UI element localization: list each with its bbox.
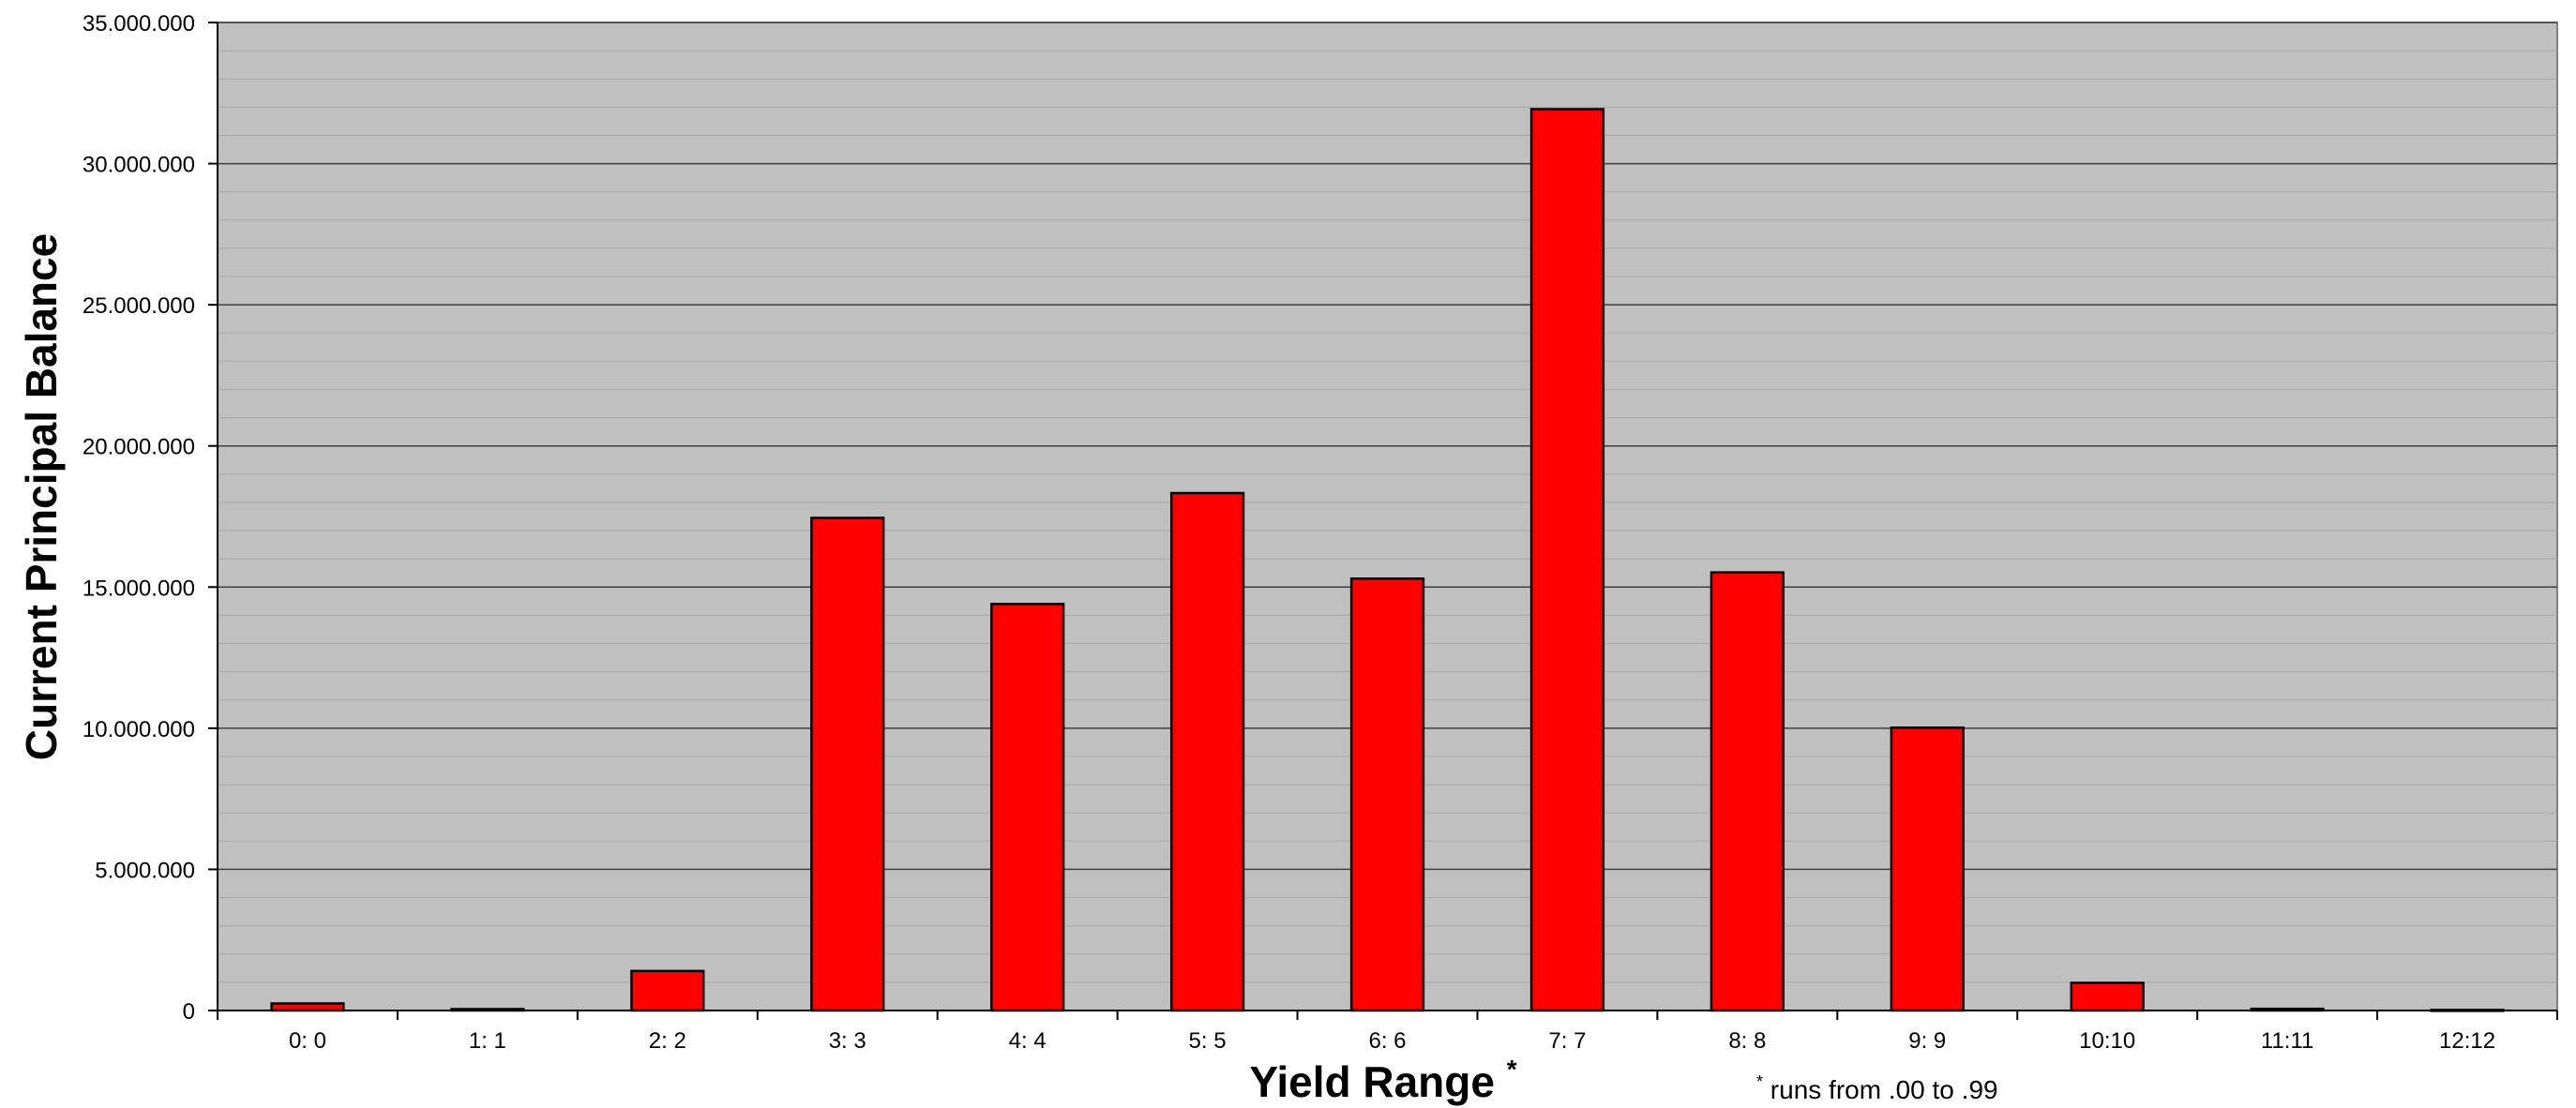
bar — [270, 1002, 345, 1012]
footnote-text: runs from .00 to .99 — [1770, 1075, 1998, 1104]
bar — [1169, 491, 1245, 1012]
x-tick-label: 9: 9 — [1908, 1028, 1946, 1054]
x-axis-title: Yield Range — [1249, 1057, 1495, 1106]
x-tick-label: 12:12 — [2439, 1028, 2495, 1054]
y-tick-label: 15.000.000 — [83, 576, 195, 601]
y-tick-label: 0 — [183, 999, 195, 1025]
footnote: * runs from .00 to .99 — [1756, 1064, 1998, 1104]
x-axis-ticks: 0: 0 1: 1 2: 2 3: 3 4: 4 5: 5 6: 6 7: 7 8: 8 9: 9… — [217, 1011, 2558, 1054]
x-axis-title-group: Yield Range * — [1249, 1055, 1516, 1106]
y-tick-label: 30.000.000 — [83, 153, 195, 178]
x-axis-title-marker: * — [1507, 1055, 1517, 1084]
y-tick-label: 35.000.000 — [83, 11, 195, 37]
x-tick-label: 6: 6 — [1368, 1028, 1406, 1054]
bar — [1349, 577, 1425, 1012]
x-tick-label: 8: 8 — [1728, 1028, 1766, 1054]
bar — [990, 603, 1065, 1012]
x-tick-label: 3: 3 — [829, 1028, 866, 1054]
bar — [810, 517, 885, 1012]
y-axis-ticks: 0 5.000.000 10.000.000 15.000.000 20.000.000… — [83, 11, 218, 1025]
bar — [2070, 981, 2145, 1012]
bar — [630, 969, 705, 1012]
y-tick-label: 10.000.000 — [83, 717, 195, 742]
bar — [1529, 108, 1605, 1012]
y-tick-label: 5.000.000 — [95, 858, 195, 883]
y-axis-title: Current Principal Balance — [17, 233, 66, 760]
x-tick-label: 10:10 — [2079, 1028, 2135, 1054]
x-tick-label: 7: 7 — [1548, 1028, 1586, 1054]
x-tick-label: 1: 1 — [469, 1028, 506, 1054]
bar — [1890, 726, 1965, 1012]
bar — [1710, 571, 1785, 1012]
x-tick-label: 0: 0 — [289, 1028, 326, 1054]
y-tick-label: 20.000.000 — [83, 435, 195, 460]
y-tick-label: 25.000.000 — [83, 293, 195, 319]
x-tick-label: 11:11 — [2261, 1028, 2314, 1054]
x-tick-label: 5: 5 — [1189, 1028, 1227, 1054]
x-tick-label: 4: 4 — [1009, 1028, 1047, 1054]
x-tick-label: 2: 2 — [649, 1028, 686, 1054]
footnote-marker: * — [1756, 1072, 1763, 1091]
